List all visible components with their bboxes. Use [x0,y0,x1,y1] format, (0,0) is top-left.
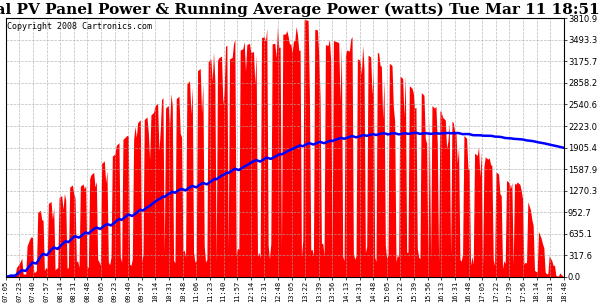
Text: Copyright 2008 Cartronics.com: Copyright 2008 Cartronics.com [7,22,152,31]
Title: Total PV Panel Power & Running Average Power (watts) Tue Mar 11 18:51: Total PV Panel Power & Running Average P… [0,3,600,17]
